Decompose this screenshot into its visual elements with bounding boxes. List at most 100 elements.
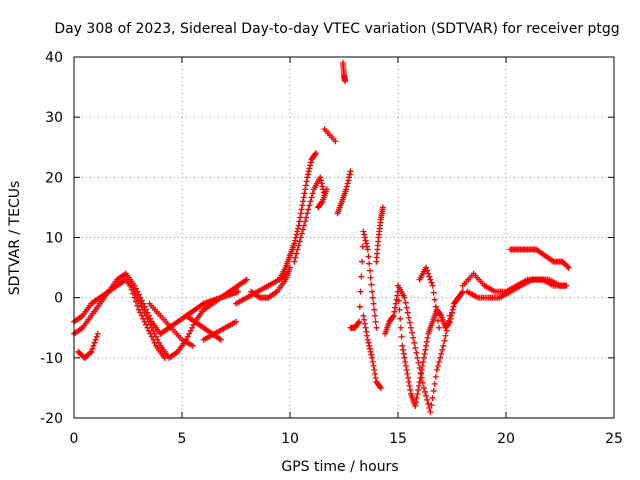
series-X bbox=[507, 246, 572, 271]
data-point-marker bbox=[356, 318, 363, 325]
data-point-marker bbox=[151, 339, 158, 346]
data-point-marker bbox=[449, 306, 456, 313]
data-point-marker bbox=[312, 150, 319, 157]
y-tick-label: 30 bbox=[45, 110, 63, 126]
data-point-marker bbox=[307, 159, 314, 166]
chart-title: Day 308 of 2023, Sidereal Day-to-day VTE… bbox=[54, 21, 619, 37]
data-point-marker bbox=[141, 318, 148, 325]
data-point-marker bbox=[428, 401, 435, 408]
data-point-marker bbox=[295, 222, 302, 229]
data-point-marker bbox=[189, 342, 196, 349]
data-point-marker bbox=[297, 214, 304, 221]
data-point-marker bbox=[366, 260, 373, 267]
data-point-marker bbox=[362, 237, 369, 244]
data-point-marker bbox=[307, 198, 314, 205]
series-T bbox=[395, 282, 453, 415]
data-point-marker bbox=[365, 253, 372, 260]
data-point-marker bbox=[400, 350, 407, 357]
data-point-marker bbox=[317, 174, 324, 181]
data-point-marker bbox=[294, 246, 301, 253]
data-point-marker bbox=[397, 324, 404, 331]
data-point-marker bbox=[343, 183, 350, 190]
data-point-marker bbox=[369, 358, 376, 365]
data-point-marker bbox=[420, 358, 427, 365]
series-P bbox=[347, 228, 380, 331]
data-point-marker bbox=[161, 354, 168, 361]
data-point-marker bbox=[319, 183, 326, 190]
data-point-marker bbox=[390, 312, 397, 319]
data-point-marker bbox=[312, 151, 319, 158]
data-point-marker bbox=[138, 312, 145, 319]
data-point-marker bbox=[415, 386, 422, 393]
data-point-marker bbox=[299, 202, 306, 209]
y-tick-label: 10 bbox=[45, 231, 63, 247]
data-point-marker bbox=[430, 387, 437, 394]
data-point-marker bbox=[371, 366, 378, 373]
data-point-marker bbox=[364, 246, 371, 253]
data-point-marker bbox=[217, 336, 224, 343]
data-point-marker bbox=[421, 350, 428, 357]
data-point-marker bbox=[403, 304, 410, 311]
data-point-marker bbox=[355, 319, 362, 326]
data-point-marker bbox=[93, 333, 100, 340]
data-point-marker bbox=[304, 210, 311, 217]
data-point-marker bbox=[145, 312, 152, 319]
series-Q bbox=[360, 312, 384, 391]
data-point-marker bbox=[346, 174, 353, 181]
data-point-marker bbox=[291, 258, 298, 265]
data-point-marker bbox=[343, 186, 350, 193]
data-point-marker bbox=[415, 382, 422, 389]
data-point-marker bbox=[135, 291, 142, 298]
series-W bbox=[464, 276, 568, 301]
data-point-marker bbox=[148, 333, 155, 340]
data-point-marker bbox=[402, 358, 409, 365]
data-point-marker bbox=[130, 290, 137, 297]
series-I bbox=[248, 264, 293, 301]
data-point-marker bbox=[415, 359, 422, 366]
data-point-marker bbox=[294, 228, 301, 235]
data-point-marker bbox=[445, 317, 452, 324]
data-point-marker bbox=[134, 302, 141, 309]
data-point-marker bbox=[436, 324, 443, 331]
x-axis-label: GPS time / hours bbox=[281, 459, 398, 475]
data-point-marker bbox=[366, 342, 373, 349]
data-point-marker bbox=[306, 202, 313, 209]
data-point-marker bbox=[342, 78, 349, 85]
data-point-marker bbox=[293, 231, 300, 238]
data-point-marker bbox=[402, 299, 409, 306]
data-point-marker bbox=[433, 310, 440, 317]
data-point-marker bbox=[87, 349, 94, 356]
data-point-marker bbox=[446, 312, 453, 319]
data-point-marker bbox=[412, 402, 419, 409]
data-point-marker bbox=[441, 337, 448, 344]
data-point-marker bbox=[147, 330, 154, 337]
data-point-marker bbox=[423, 392, 430, 399]
data-point-marker bbox=[370, 300, 377, 307]
data-point-marker bbox=[396, 306, 403, 313]
series-O bbox=[339, 60, 349, 85]
data-point-marker bbox=[186, 330, 193, 337]
x-tick-label: 25 bbox=[605, 431, 623, 447]
data-point-marker bbox=[406, 382, 413, 389]
data-point-marker bbox=[364, 332, 371, 339]
data-point-marker bbox=[443, 327, 450, 334]
data-point-marker bbox=[189, 324, 196, 331]
data-point-marker bbox=[370, 362, 377, 369]
series-S bbox=[382, 288, 466, 409]
data-point-marker bbox=[301, 222, 308, 229]
data-point-marker bbox=[361, 320, 368, 327]
data-point-marker bbox=[243, 276, 250, 283]
data-point-marker bbox=[184, 333, 191, 340]
data-point-marker bbox=[449, 309, 455, 316]
data-point-marker bbox=[368, 281, 375, 288]
data-point-marker bbox=[424, 334, 431, 341]
data-point-marker bbox=[425, 270, 432, 277]
data-point-marker bbox=[438, 350, 445, 357]
data-point-marker bbox=[143, 306, 149, 313]
data-point-marker bbox=[369, 354, 376, 361]
data-point-marker bbox=[140, 300, 147, 307]
data-point-marker bbox=[414, 390, 421, 397]
data-point-marker bbox=[364, 243, 371, 250]
data-point-marker bbox=[430, 289, 437, 296]
y-tick-label: 20 bbox=[45, 170, 63, 186]
